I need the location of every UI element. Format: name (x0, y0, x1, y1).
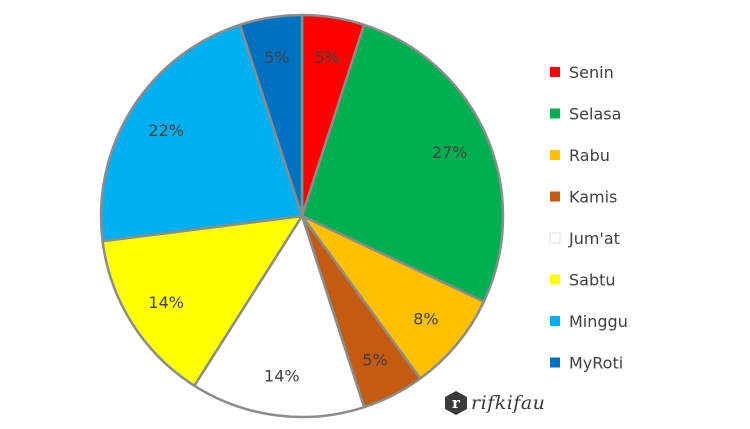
pie-slice-sabtu (101, 214, 304, 387)
legend-label-jum-at: Jum'at (568, 229, 620, 248)
pie-slices (99, 13, 505, 419)
pie-slice-minggu (99, 23, 304, 243)
legend-label-sabtu: Sabtu (569, 271, 616, 290)
legend-label-kamis: Kamis (569, 188, 617, 207)
legend-label-selasa: Selasa (569, 105, 621, 124)
data-label-kamis: 5% (362, 350, 387, 369)
legend-swatch-minggu (550, 316, 560, 326)
legend-label-minggu: Minggu (569, 312, 628, 331)
legend-swatch-myroti (550, 357, 560, 368)
legend-label-myroti: MyRoti (569, 354, 623, 373)
legend-swatch-sabtu (550, 274, 560, 285)
legend-swatch-selasa (550, 108, 560, 119)
data-label-myroti: 5% (264, 48, 289, 67)
data-label-senin: 5% (315, 48, 340, 67)
data-label-selasa: 27% (432, 143, 468, 162)
data-label-minggu: 22% (148, 121, 184, 140)
chart-legend: Senin Selasa Rabu Kamis Jum'at Sabtu Minggu MyR… (549, 63, 628, 373)
watermark-logo-icon: r (445, 391, 467, 415)
watermark-text: rifkifau (471, 392, 546, 414)
pie-slice-myroti (238, 13, 304, 218)
pie-slice-jum-at (193, 214, 366, 419)
legend-swatch-senin (550, 67, 560, 77)
legend-swatch-kamis (550, 191, 560, 202)
watermark: r rifkifau (444, 389, 545, 417)
data-label-jum-at: 14% (264, 367, 300, 386)
data-label-sabtu: 14% (148, 293, 184, 312)
watermark-logo-letter: r (452, 394, 461, 412)
legend-label-senin: Senin (569, 63, 614, 82)
legend-swatch-rabu (550, 150, 560, 160)
pie-slice-rabu (300, 214, 486, 380)
pie-data-labels: 5% 27% 8% 5% 14% 14% 22% 5% (148, 48, 467, 385)
pie-slice-selasa (300, 23, 505, 303)
legend-label-rabu: Rabu (569, 146, 610, 165)
legend-swatch-jum-at (549, 232, 561, 244)
data-label-rabu: 8% (413, 310, 438, 329)
